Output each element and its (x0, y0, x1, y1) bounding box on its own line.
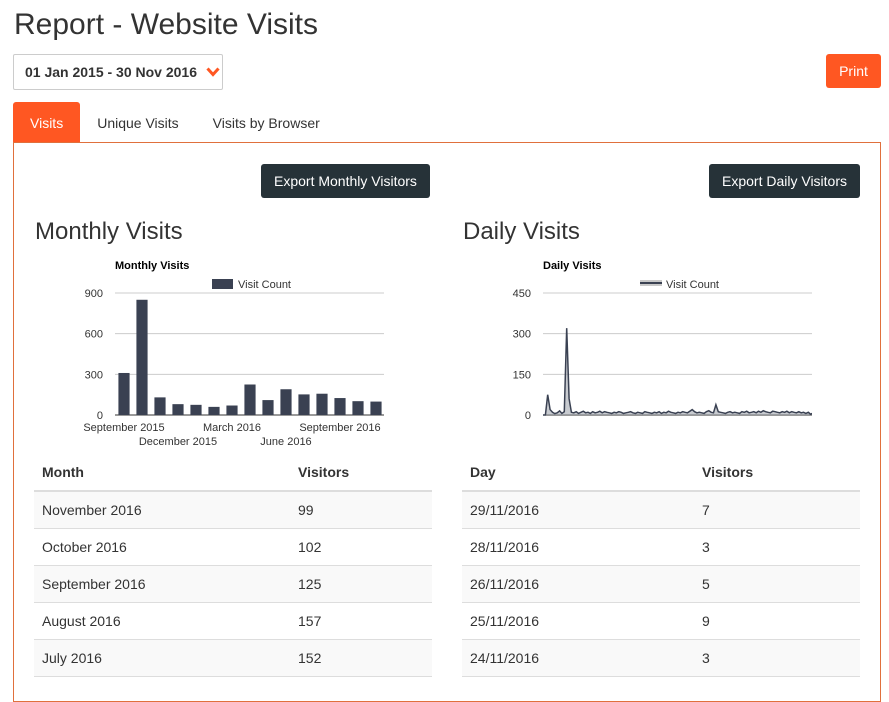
table-row: October 2016 102 (34, 528, 432, 566)
visitors-cell: 125 (290, 565, 432, 603)
bar (280, 389, 292, 415)
y-tick-label: 150 (513, 369, 531, 381)
report-tabs: Visits Unique Visits Visits by Browser (13, 102, 337, 143)
monthly-visits-chart: Monthly Visits Visit Count 0 300 600 900 Septe… (83, 260, 384, 448)
series-line (543, 328, 812, 416)
visitors-cell: 99 (290, 491, 432, 529)
table-row: 25/11/2016 9 (462, 602, 860, 640)
visitors-cell: 152 (290, 639, 432, 677)
table-row: 29/11/2016 7 (462, 491, 860, 529)
table-row: 26/11/2016 5 (462, 565, 860, 603)
monthly-visitors-table: Month Visitors November 2016 99 October 2… (34, 453, 432, 677)
table-header-row: Month Visitors (34, 453, 432, 492)
x-tick-label: June 2016 (260, 436, 311, 448)
table-row: 28/11/2016 3 (462, 528, 860, 566)
chart-title: Daily Visits (543, 260, 602, 272)
legend-label: Visit Count (666, 279, 719, 291)
table-row: September 2016 125 (34, 565, 432, 603)
bar (298, 394, 310, 415)
chart-title: Monthly Visits (115, 260, 189, 272)
series-area (543, 328, 812, 415)
y-tick-label: 300 (513, 329, 531, 341)
visitors-cell: 5 (694, 565, 860, 603)
bar (154, 397, 166, 415)
chevron-down-icon (206, 67, 220, 77)
bar (118, 372, 130, 415)
y-tick-label: 300 (85, 369, 103, 381)
daily-visits-chart: Daily Visits Visit Count 0 150 300 450 (513, 260, 812, 420)
daily-visits-title: Daily Visits (463, 218, 580, 245)
y-tick-label: 600 (85, 329, 103, 341)
bar (370, 401, 382, 415)
y-tick-label: 450 (513, 288, 531, 300)
bar (226, 405, 238, 415)
y-tick-label: 900 (85, 288, 103, 300)
visits-panel: Export Monthly Visitors Export Daily Vis… (13, 142, 881, 702)
visitors-cell: 157 (290, 602, 432, 640)
tab-unique-visits[interactable]: Unique Visits (97, 114, 179, 131)
day-cell: 24/11/2016 (462, 639, 694, 677)
month-cell: September 2016 (34, 565, 290, 603)
column-header-month: Month (34, 453, 290, 492)
table-row: July 2016 152 (34, 639, 432, 677)
print-button[interactable]: Print (826, 54, 881, 88)
day-cell: 28/11/2016 (462, 528, 694, 566)
column-header-visitors: Visitors (694, 453, 860, 492)
export-monthly-visitors-button[interactable]: Export Monthly Visitors (261, 164, 430, 198)
bar (352, 401, 364, 415)
bar (244, 384, 256, 415)
table-header-row: Day Visitors (462, 453, 860, 492)
y-tick-label: 0 (525, 410, 531, 420)
day-cell: 29/11/2016 (462, 491, 694, 529)
day-cell: 25/11/2016 (462, 602, 694, 640)
tab-visits-by-browser[interactable]: Visits by Browser (212, 114, 320, 131)
bar (172, 404, 184, 415)
bar (136, 299, 148, 415)
table-row: November 2016 99 (34, 491, 432, 529)
x-tick-label: March 2016 (203, 422, 261, 434)
date-range-value: 01 Jan 2015 - 30 Nov 2016 (25, 64, 198, 80)
export-daily-visitors-button[interactable]: Export Daily Visitors (709, 164, 861, 198)
x-tick-label: December 2015 (139, 436, 217, 448)
visitors-cell: 7 (694, 491, 860, 529)
bar (316, 393, 328, 415)
month-cell: November 2016 (34, 491, 290, 529)
day-cell: 26/11/2016 (462, 565, 694, 603)
x-tick-label: September 2015 (83, 422, 164, 434)
month-cell: August 2016 (34, 602, 290, 640)
bar (208, 406, 220, 415)
column-header-visitors: Visitors (290, 453, 432, 492)
month-cell: October 2016 (34, 528, 290, 566)
legend-swatch (212, 279, 233, 289)
bar (190, 404, 202, 415)
y-tick-label: 0 (97, 410, 103, 422)
month-cell: July 2016 (34, 639, 290, 677)
bar (334, 398, 346, 415)
page-title: Report - Website Visits (14, 8, 318, 41)
column-header-day: Day (462, 453, 694, 492)
tab-visits[interactable]: Visits (13, 102, 81, 143)
visitors-cell: 9 (694, 602, 860, 640)
visitors-cell: 3 (694, 528, 860, 566)
bar (262, 400, 274, 415)
visitors-cell: 3 (694, 639, 860, 677)
daily-visitors-table: Day Visitors 29/11/2016 7 28/11/2016 3 26/… (462, 453, 860, 677)
table-row: August 2016 157 (34, 602, 432, 640)
visitors-cell: 102 (290, 528, 432, 566)
monthly-visits-title: Monthly Visits (35, 218, 183, 245)
x-tick-label: September 2016 (299, 422, 380, 434)
date-range-picker[interactable]: 01 Jan 2015 - 30 Nov 2016 (13, 54, 223, 90)
table-row: 24/11/2016 3 (462, 639, 860, 677)
legend-label: Visit Count (238, 279, 291, 291)
